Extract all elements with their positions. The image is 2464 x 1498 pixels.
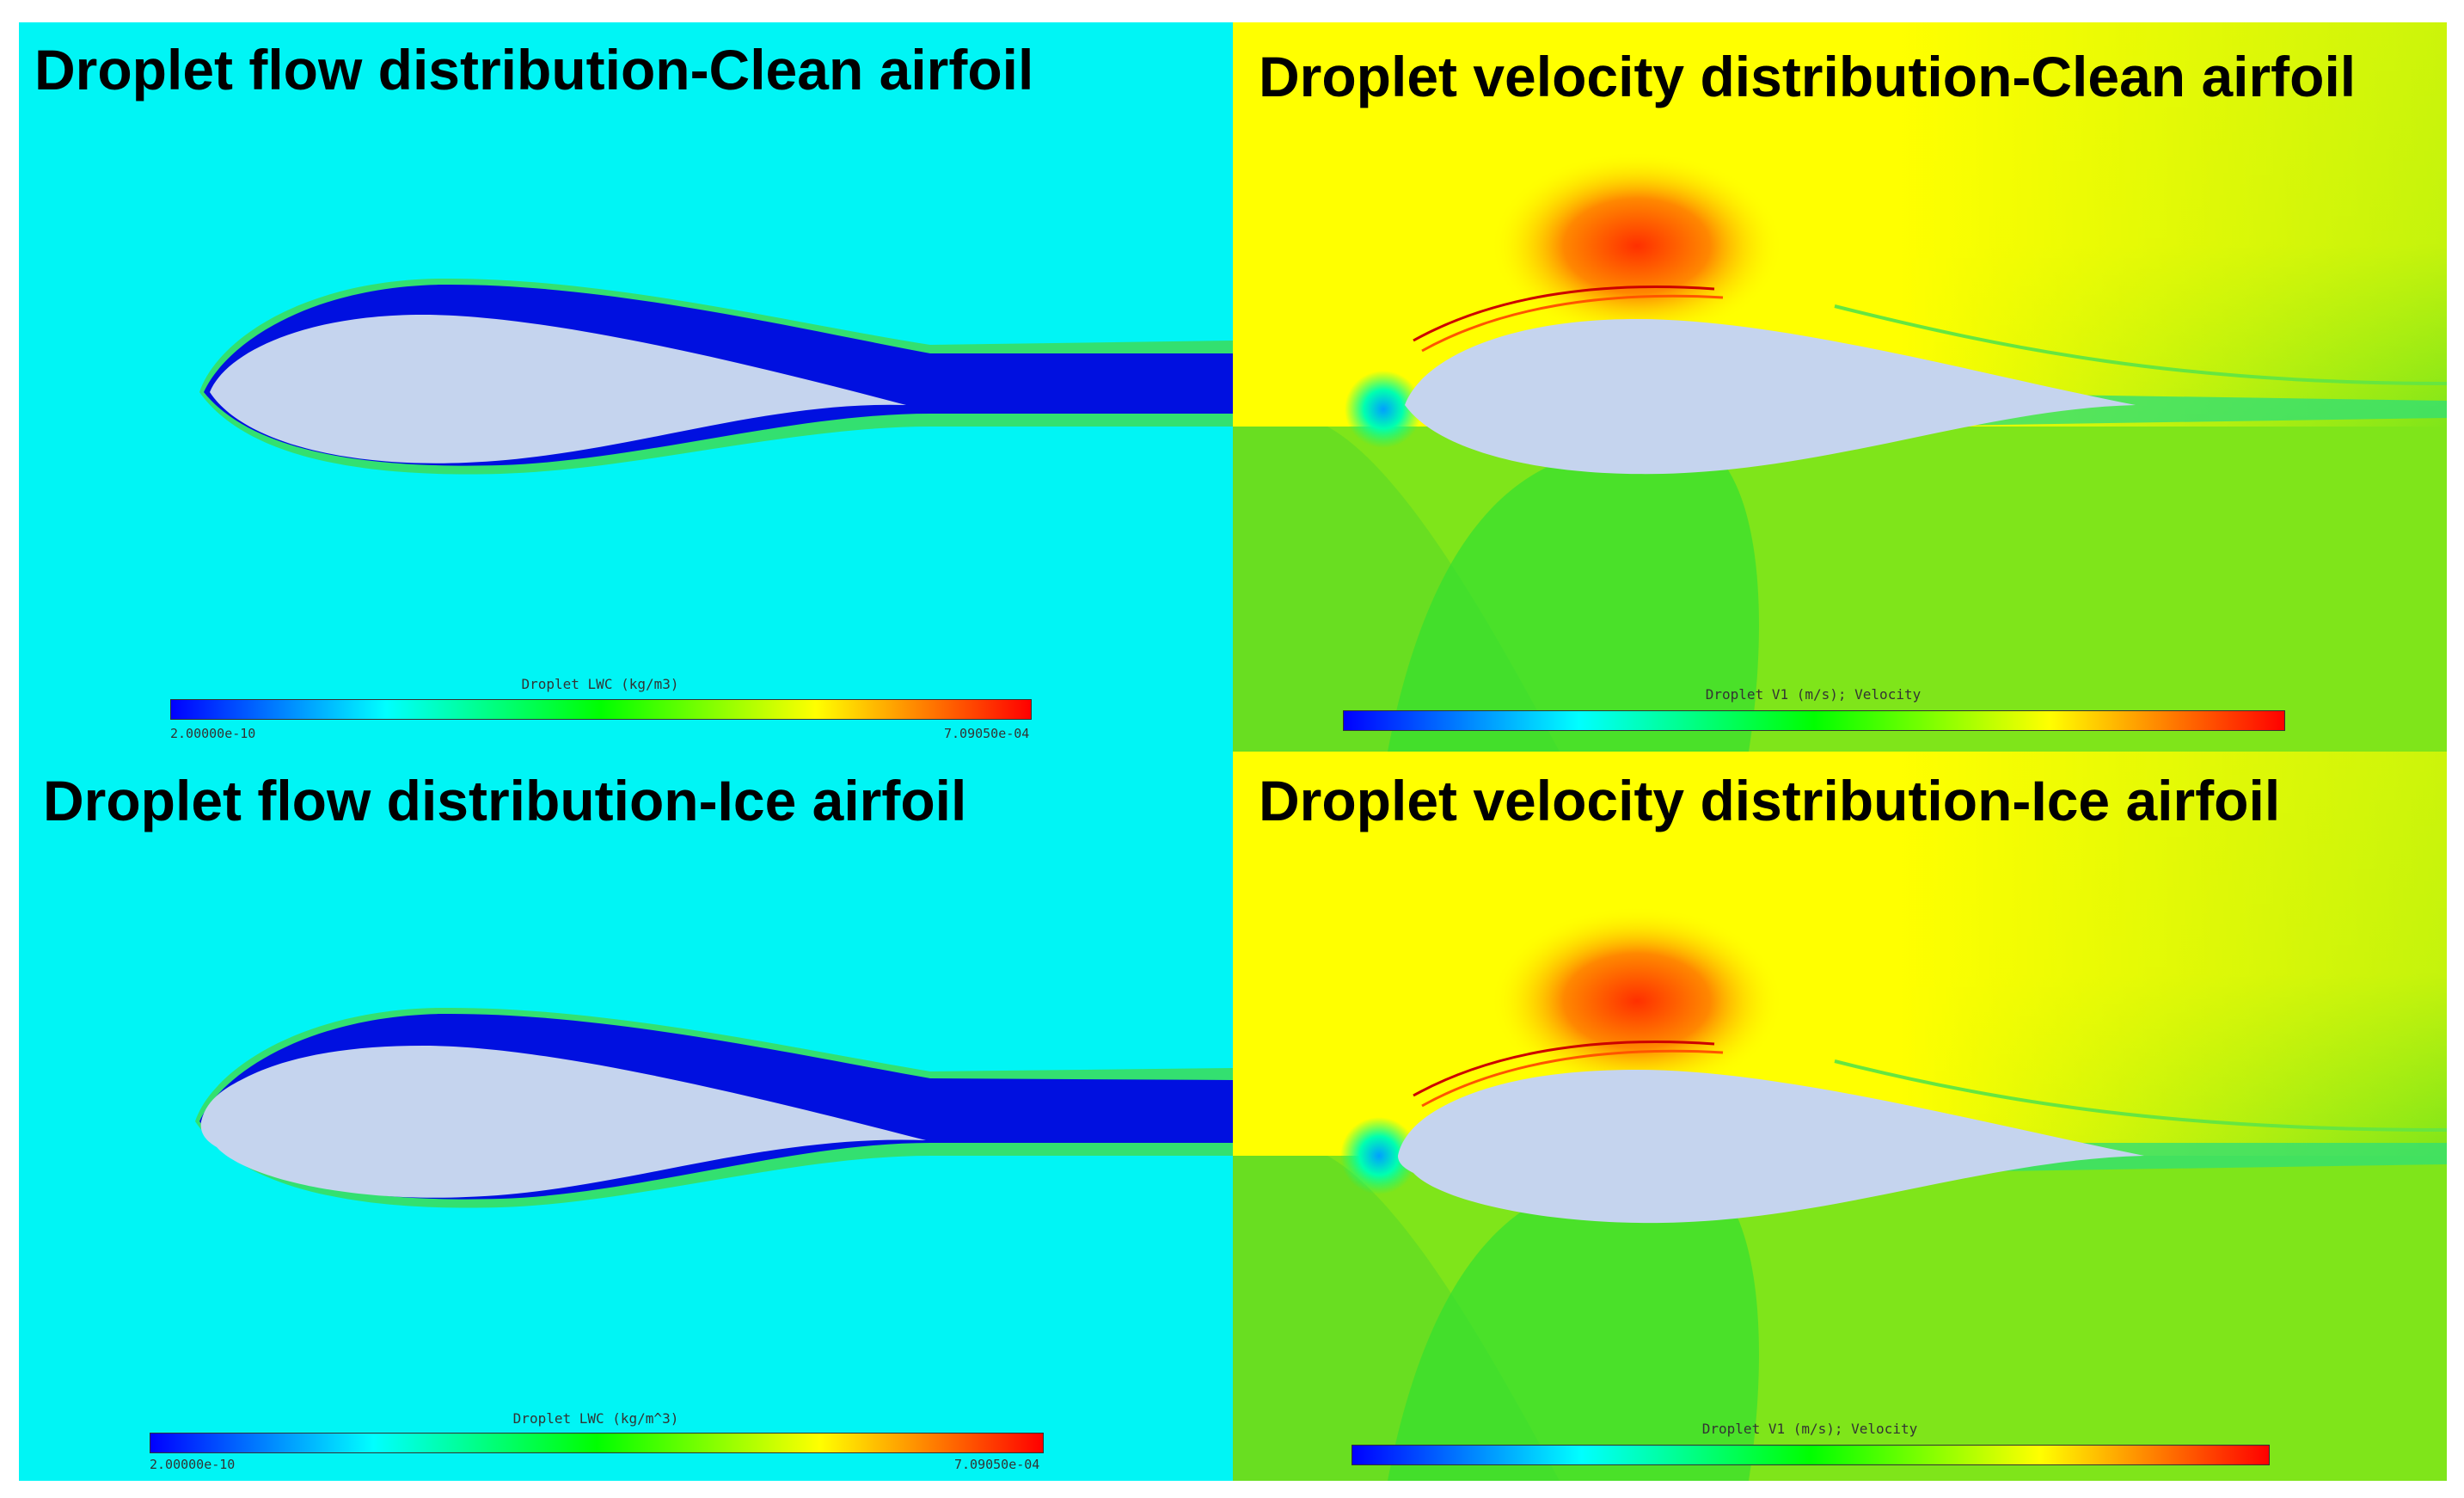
panel-title: Droplet velocity distribution-Ice airfoi… [1259, 769, 2281, 832]
flow-field-ice [195, 1007, 1233, 1208]
panel-title: Droplet flow distribution-Ice airfoil [43, 769, 967, 832]
panel-title: Droplet velocity distribution-Clean airf… [1259, 45, 2357, 108]
airfoil-shape [200, 1046, 926, 1198]
colorbar-max-tick: 7.09050e-04 [954, 1457, 1040, 1472]
colorbar-min-tick: 2.00000e-10 [150, 1457, 236, 1472]
panel-velocity-clean: Droplet velocity distribution-Clean airf… [1233, 22, 2447, 752]
colorbar [150, 1433, 1044, 1453]
panel-velocity-ice: Droplet velocity distribution-Ice airfoi… [1233, 752, 2447, 1481]
colorbar-min-tick: 2.00000e-10 [170, 726, 256, 741]
colorbar-label: Droplet V1 (m/s); Velocity [1701, 1421, 1918, 1437]
panel-flow-ice: Droplet flow distribution-Ice airfoil Dr… [19, 752, 1233, 1481]
colorbar [1343, 710, 2285, 731]
velocity-field-clean [1233, 22, 2447, 752]
colorbar-label: Droplet LWC (kg/m3) [521, 676, 679, 692]
airfoil-shape [1398, 1070, 2144, 1224]
flow-field-clean [199, 278, 1233, 475]
airfoil-shape [210, 315, 906, 464]
colorbar-label: Droplet LWC (kg/m^3) [512, 1410, 679, 1427]
colorbar [170, 699, 1032, 720]
panel-title: Droplet flow distribution-Clean airfoil [34, 38, 1034, 101]
airfoil-shape [1405, 319, 2136, 475]
colorbar-label: Droplet V1 (m/s); Velocity [1705, 686, 1922, 703]
velocity-field-ice [1233, 752, 2447, 1481]
colorbar [1352, 1445, 2270, 1465]
panel-flow-clean: Droplet flow distribution-Clean airfoil … [19, 22, 1233, 752]
colorbar-max-tick: 7.09050e-04 [944, 726, 1030, 741]
